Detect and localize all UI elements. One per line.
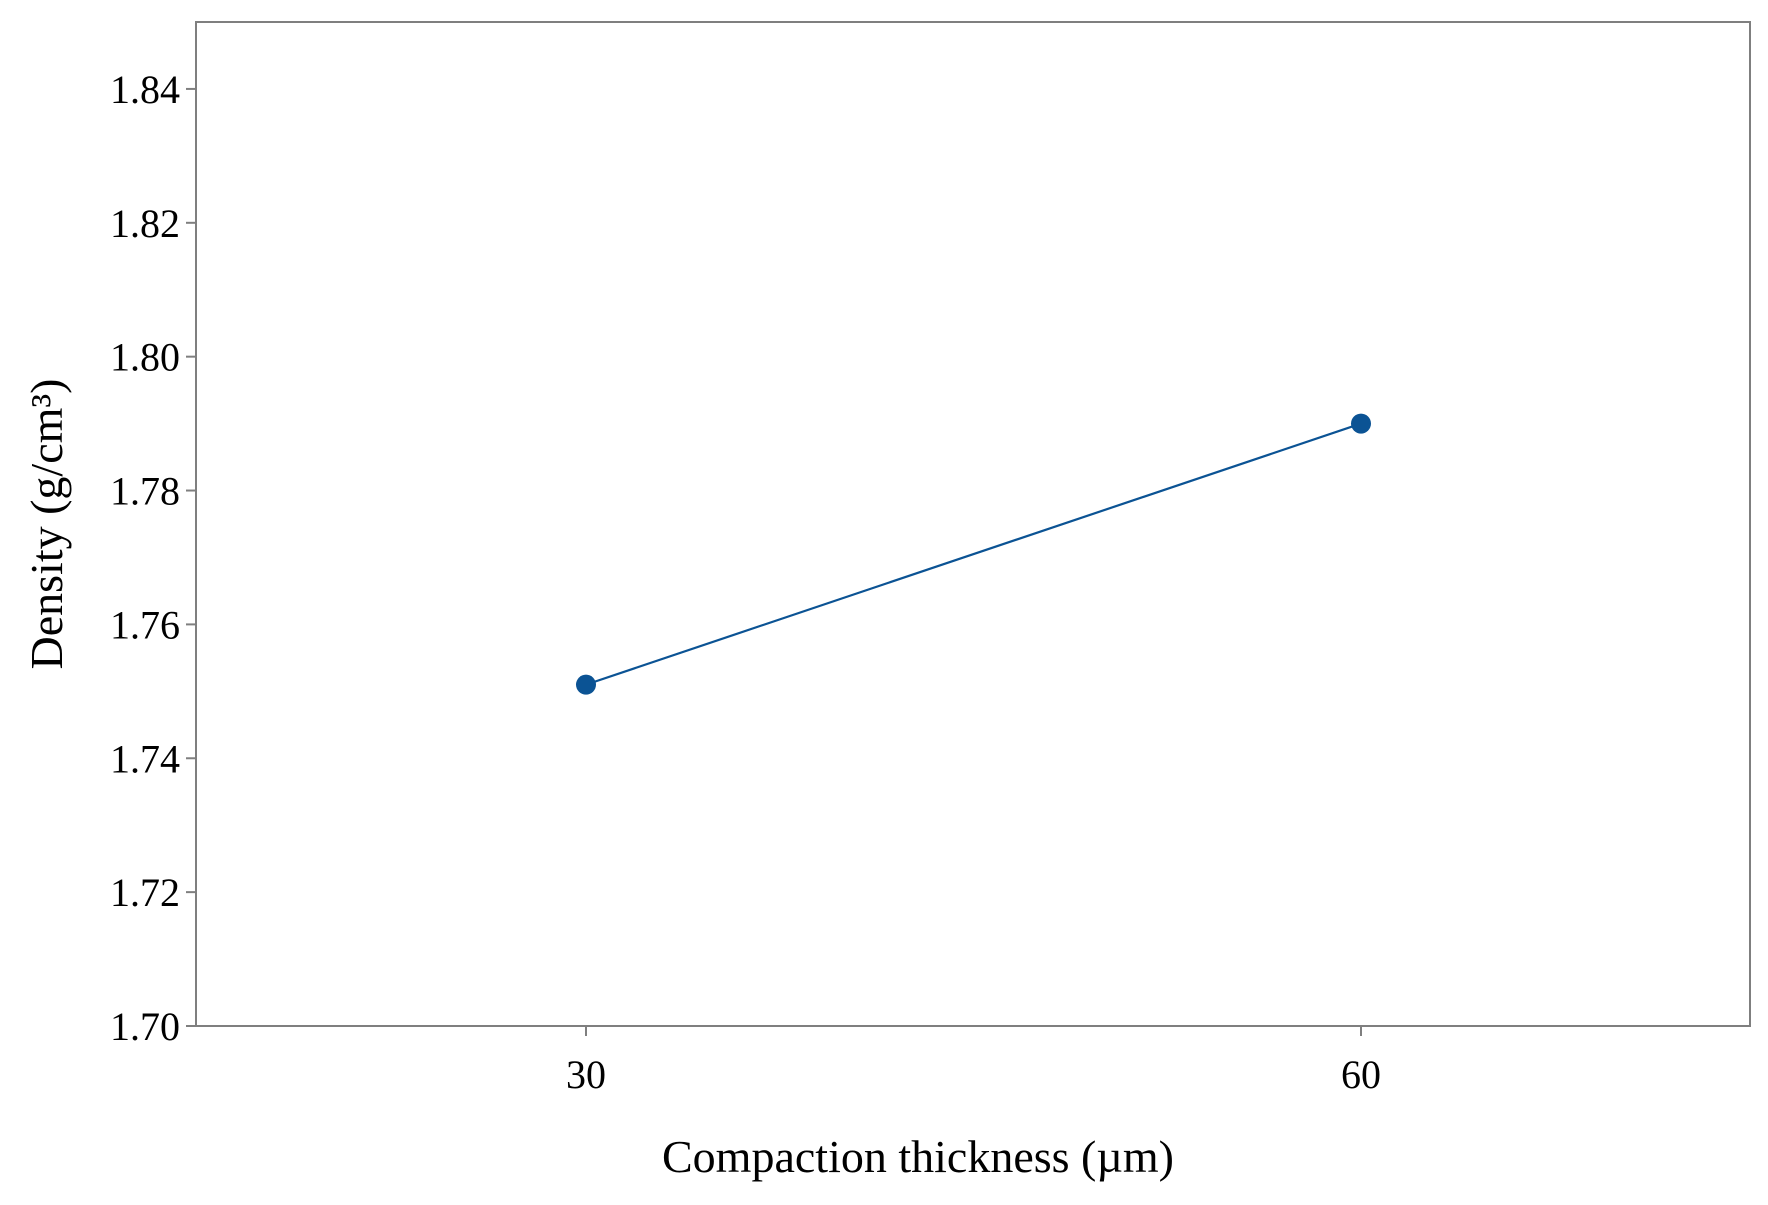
y-axis-ticks: 1.70 1.72 1.74 1.76 1.78 1.80 1.82 1.84 bbox=[110, 67, 196, 1049]
y-tick-label: 1.82 bbox=[110, 201, 180, 246]
x-axis-ticks: 30 60 bbox=[566, 1026, 1381, 1097]
y-tick-label: 1.70 bbox=[110, 1004, 180, 1049]
series-line bbox=[585, 422, 1362, 686]
data-point bbox=[1351, 413, 1371, 434]
x-tick-label: 60 bbox=[1341, 1052, 1381, 1097]
plot-frame bbox=[195, 21, 1751, 1027]
data-point bbox=[576, 674, 596, 695]
y-tick-label: 1.80 bbox=[110, 335, 180, 380]
x-axis-label: Compaction thickness (µm) bbox=[662, 1131, 1174, 1182]
y-tick-label: 1.78 bbox=[110, 469, 180, 514]
y-axis-label: Density (g/cm³) bbox=[21, 378, 72, 669]
series-layer bbox=[576, 413, 1371, 695]
y-tick-label: 1.74 bbox=[110, 736, 180, 781]
y-tick-label: 1.76 bbox=[110, 602, 180, 647]
y-tick-label: 1.84 bbox=[110, 67, 180, 112]
y-tick-label: 1.72 bbox=[110, 870, 180, 915]
x-tick-label: 30 bbox=[566, 1052, 606, 1097]
